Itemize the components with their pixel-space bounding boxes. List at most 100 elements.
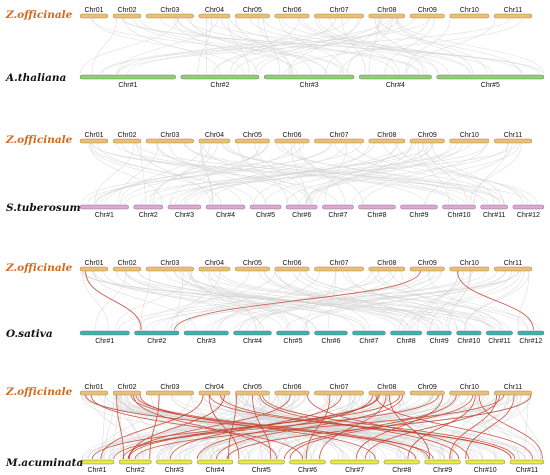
- background-link: [125, 394, 143, 460]
- chromosome-bar-top: [409, 266, 445, 272]
- chromosome-bar-top: [234, 13, 270, 19]
- chromosome-bar-top: [198, 138, 231, 144]
- background-link: [91, 394, 145, 460]
- background-link: [400, 270, 458, 331]
- chromosome-label-bottom: Chr#4: [243, 338, 262, 345]
- background-link: [211, 17, 383, 75]
- chromosome-bar-top: [145, 13, 195, 19]
- background-link: [180, 142, 488, 205]
- chromosome-label-top: Chr09: [418, 132, 437, 139]
- background-link: [97, 142, 242, 205]
- chromosome-bar-bottom: [480, 204, 509, 210]
- background-link: [205, 17, 524, 75]
- background-link: [104, 394, 115, 460]
- chromosome-label-bottom: Chr#3: [165, 467, 184, 474]
- background-link: [90, 142, 254, 205]
- highlight-link: [135, 394, 430, 460]
- background-link: [306, 142, 452, 205]
- background-link: [347, 270, 444, 331]
- background-link: [428, 394, 541, 460]
- chromosome-label-bottom: Chr#1: [95, 212, 114, 219]
- chromosome-bar-top: [79, 13, 109, 19]
- background-link: [424, 394, 519, 460]
- background-link: [277, 394, 329, 460]
- highlight-link: [85, 270, 142, 331]
- species-label-bottom: O.sativa: [6, 328, 53, 340]
- background-link: [176, 394, 490, 460]
- background-link: [425, 142, 513, 205]
- background-link: [186, 270, 398, 331]
- background-link: [316, 142, 412, 205]
- chromosome-bar-bottom: [289, 459, 326, 465]
- background-link: [425, 142, 468, 205]
- highlight-link: [355, 394, 443, 460]
- chromosome-label-top: Chr09: [418, 260, 437, 267]
- chromosome-label-top: Chr02: [117, 260, 136, 267]
- background-link: [88, 142, 222, 205]
- chromosome-bar-bottom: [314, 330, 348, 336]
- chromosome-label-top: Chr03: [160, 384, 179, 391]
- background-link: [175, 142, 413, 205]
- background-link: [293, 270, 432, 331]
- chromosome-label-top: Chr01: [84, 7, 103, 14]
- chromosome-label-top: Chr07: [329, 384, 348, 391]
- background-link: [152, 142, 211, 205]
- background-link: [80, 142, 305, 205]
- background-link: [315, 17, 400, 75]
- background-link: [264, 270, 404, 331]
- chromosome-label-bottom: Chr#9: [433, 467, 452, 474]
- chromosome-label-top: Chr06: [282, 7, 301, 14]
- background-link: [449, 394, 521, 460]
- background-link: [173, 17, 258, 75]
- chromosome-bar-bottom: [180, 74, 260, 80]
- background-link: [100, 17, 390, 75]
- chromosome-bar-bottom: [196, 459, 234, 465]
- background-link: [101, 394, 299, 460]
- chromosome-label-bottom: Chr#11: [483, 212, 506, 219]
- background-link: [363, 142, 520, 205]
- background-link: [384, 17, 435, 75]
- background-link: [104, 394, 427, 460]
- chromosome-label-top: Chr04: [205, 384, 224, 391]
- background-link: [427, 270, 488, 331]
- background-link: [253, 17, 361, 75]
- background-link: [155, 142, 299, 205]
- background-link: [103, 270, 283, 331]
- highlight-link: [375, 394, 533, 460]
- highlight-link: [174, 270, 421, 331]
- background-link: [341, 17, 366, 75]
- background-link: [517, 270, 530, 331]
- background-link: [253, 142, 370, 205]
- chromosome-label-bottom: Chr#5: [252, 467, 271, 474]
- background-link: [383, 142, 528, 205]
- highlight-link: [319, 394, 387, 460]
- chromosome-label-top: Chr02: [117, 7, 136, 14]
- background-link: [80, 17, 179, 75]
- chromosome-label-top: Chr06: [282, 132, 301, 139]
- chromosome-label-bottom: Chr#1: [95, 338, 114, 345]
- chromosome-bar-top: [198, 390, 231, 396]
- background-link: [137, 270, 430, 331]
- chromosome-bar-bottom: [442, 204, 476, 210]
- chromosome-bar-top: [368, 266, 406, 272]
- background-link: [214, 17, 336, 75]
- highlight-link: [252, 394, 272, 460]
- chromosome-bar-top: [314, 138, 364, 144]
- labels: Chr01 Chr02 Chr03 Chr04 Chr05 Chr06 Chr07 Chr08…: [5, 7, 542, 474]
- background-link: [101, 394, 106, 460]
- highlight-link: [100, 394, 204, 460]
- background-link: [189, 17, 293, 75]
- chromosome-bar-top: [79, 266, 109, 272]
- chromosome-bars: [79, 13, 545, 465]
- chromosome-label-top: Chr02: [117, 132, 136, 139]
- background-link: [396, 394, 441, 460]
- background-link: [258, 17, 392, 75]
- chromosome-bar-bottom: [358, 74, 432, 80]
- chromosome-label-top: Chr08: [377, 260, 396, 267]
- background-link: [222, 142, 500, 205]
- background-link: [229, 394, 356, 460]
- highlight-link: [465, 394, 515, 460]
- background-link: [177, 17, 342, 75]
- chromosome-bar-bottom: [249, 204, 282, 210]
- background-link: [120, 394, 223, 460]
